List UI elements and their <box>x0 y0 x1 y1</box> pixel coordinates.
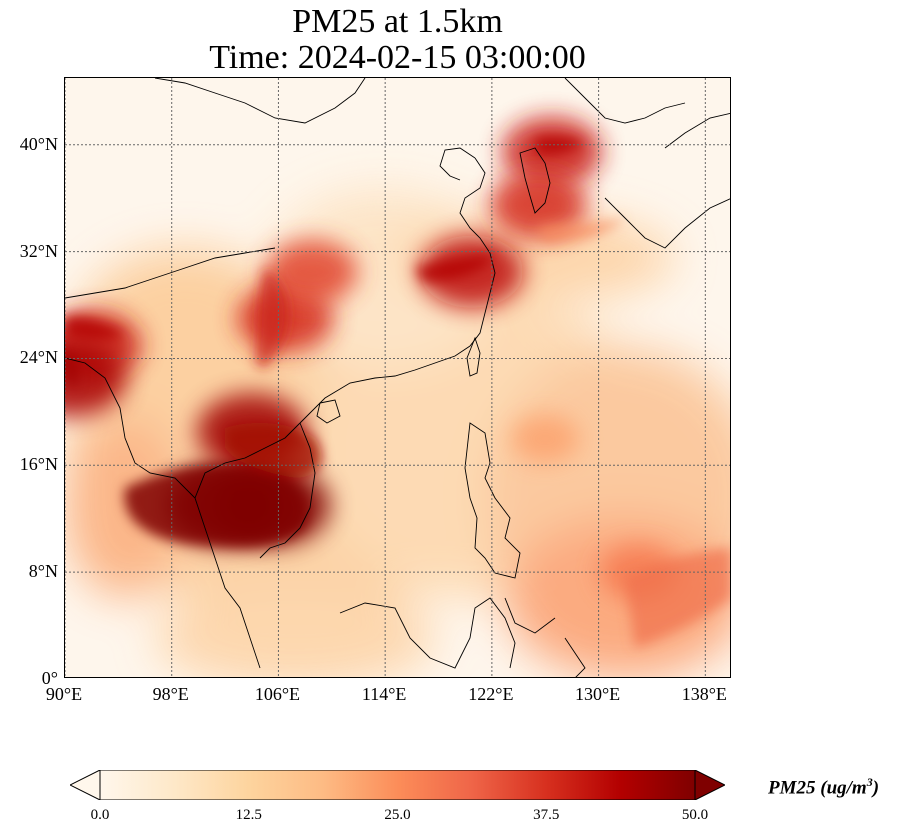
colorbar-extend-min <box>68 769 101 801</box>
map-panel <box>64 77 731 678</box>
map-timestamp: Time: 2024-02-15 03:00:00 <box>209 39 586 76</box>
lon-tick-label: 122°E <box>468 684 514 704</box>
colorbar-bar <box>99 769 696 801</box>
colorbar-tick-label: 25.0 <box>384 807 411 823</box>
colorbar-tick-label: 50.0 <box>681 807 709 823</box>
lat-tick-label: 24°N <box>19 347 58 368</box>
plume-korea-west-coast <box>490 171 587 239</box>
haze-layer <box>65 188 730 677</box>
lat-tick-label: 16°N <box>19 454 58 475</box>
lat-tick-label: 0° <box>41 668 58 688</box>
lon-tick-label: 106°E <box>254 684 301 704</box>
lon-tick-label: 138°E <box>681 684 727 704</box>
colorbar-tick-label: 37.5 <box>533 807 560 823</box>
colorbar-extend-max <box>694 769 727 801</box>
colorbar-label: PM25 (ug/m3) <box>768 775 880 799</box>
plume-philippine-sea <box>511 414 580 463</box>
plume-bangladesh-coast <box>65 340 127 417</box>
map-canvas <box>65 78 730 677</box>
lon-tick-label: 130°E <box>574 684 621 704</box>
lat-tick-label: 32°N <box>19 240 58 261</box>
graticule <box>65 78 730 677</box>
lon-tick-label: 114°E <box>361 684 407 704</box>
lon-tick-label: 90°E <box>45 684 83 704</box>
colorbar-graphic <box>68 769 727 801</box>
dense-plume-details <box>65 135 730 648</box>
lat-tick-label: 40°N <box>19 133 58 154</box>
lat-tick-label: 8°N <box>28 561 58 582</box>
colorbar-tick-label: 0.0 <box>90 807 110 823</box>
lon-tick-label: 98°E <box>152 684 189 704</box>
coastlines <box>65 78 730 677</box>
map-title: PM25 at 1.5km <box>292 3 503 40</box>
plume-central-china-arc <box>266 239 358 304</box>
colorbar-tick-label: 12.5 <box>235 807 262 823</box>
colorbar <box>68 769 727 801</box>
